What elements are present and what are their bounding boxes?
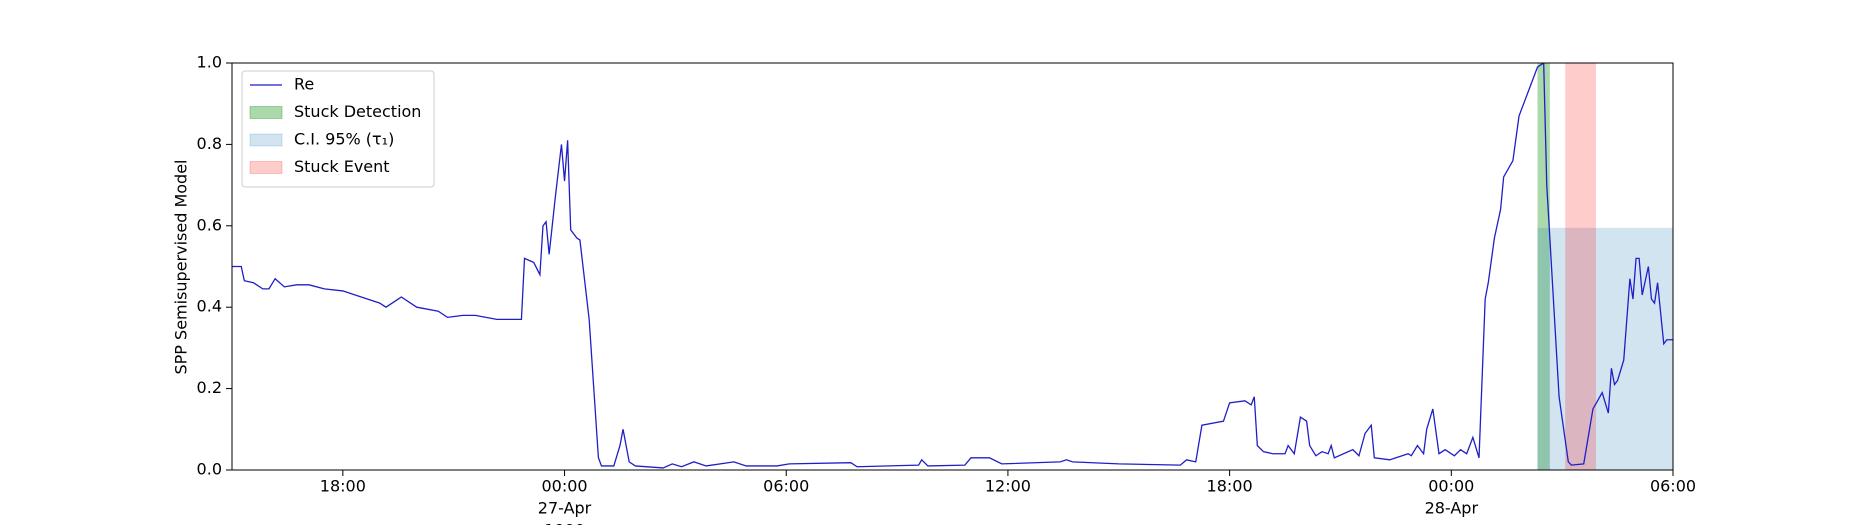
y-tick-label: 0.6 [197,215,222,234]
x-tick-label: 1900 [544,521,585,525]
y-tick-label: 0.4 [197,297,222,316]
legend-swatch [249,161,283,174]
line [232,63,1673,469]
x-tick-label: 18:00 [1207,477,1253,496]
x-tick-label: 06:00 [1650,477,1696,496]
y-tick-label: 0.0 [197,460,222,479]
y-tick-label: 1.0 [197,53,222,72]
legend-label: C.I. 95% (τ₁) [294,130,394,149]
legend-label: Stuck Detection [294,102,421,121]
x-tick-label: 00:00 [541,477,587,496]
legend-swatch [249,133,283,147]
plot-frame [231,62,1674,471]
x-tick-label: 27-Apr [538,499,592,518]
y-axis-label: SPP Semisupervised Model [172,160,191,375]
x-tick-label: 18:00 [320,477,366,496]
x-tick-label: 28-Apr [1425,499,1479,518]
y-tick-label: 0.2 [197,378,222,397]
legend-box [241,70,435,188]
span [1565,63,1597,470]
legend-swatch [249,106,283,119]
legend-label: Stuck Event [294,157,390,176]
span [1537,227,1673,470]
x-tick-label: 06:00 [763,477,809,496]
x-tick-label: 12:00 [985,477,1031,496]
x-tick-label: 00:00 [1428,477,1474,496]
legend-label: Re [294,75,314,94]
y-tick-label: 0.8 [197,134,222,153]
